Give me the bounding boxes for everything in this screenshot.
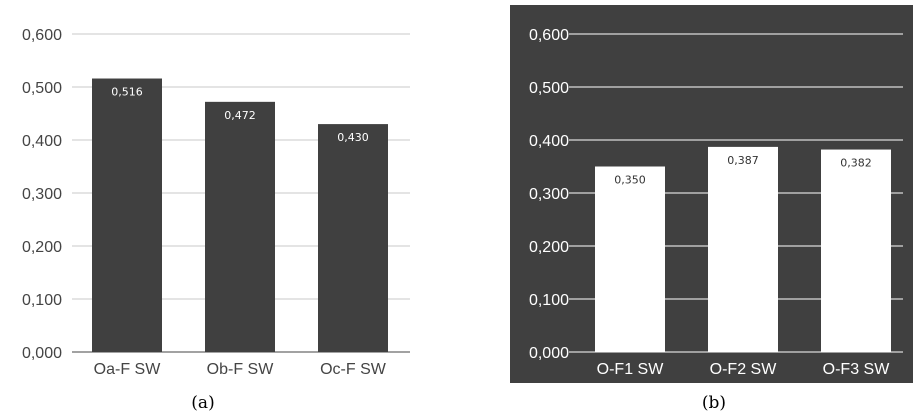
x-category-label: Oc-F SW bbox=[320, 361, 387, 378]
x-category-label: O-F2 SW bbox=[710, 361, 778, 378]
caption-a: (a) bbox=[191, 393, 214, 413]
y-tick-label: 0,500 bbox=[22, 80, 62, 97]
data-label: 0,350 bbox=[614, 174, 646, 187]
caption-b: (b) bbox=[702, 393, 726, 413]
x-category-label: Ob-F SW bbox=[207, 361, 275, 378]
y-tick-label: 0,600 bbox=[529, 27, 569, 44]
y-tick-label: 0,500 bbox=[529, 80, 569, 97]
y-tick-label: 0,200 bbox=[529, 239, 569, 256]
data-label: 0,472 bbox=[224, 109, 256, 122]
y-tick-label: 0,300 bbox=[529, 186, 569, 203]
data-label: 0,516 bbox=[111, 86, 143, 99]
x-category-label: Oa-F SW bbox=[94, 361, 162, 378]
bar-oc-f-sw bbox=[318, 124, 388, 352]
y-tick-label: 0,400 bbox=[22, 133, 62, 150]
y-tick-label: 0,100 bbox=[529, 292, 569, 309]
data-label: 0,382 bbox=[840, 157, 872, 170]
y-tick-label: 0,100 bbox=[22, 292, 62, 309]
y-tick-label: 0,200 bbox=[22, 239, 62, 256]
bar-o-f2-sw bbox=[708, 146, 778, 352]
x-category-label: O-F1 SW bbox=[597, 361, 665, 378]
y-tick-label: 0,400 bbox=[529, 133, 569, 150]
y-tick-label: 0,000 bbox=[529, 345, 569, 362]
y-tick-label: 0,000 bbox=[22, 345, 62, 362]
x-category-label: O-F3 SW bbox=[823, 361, 891, 378]
chart-panel-b: 0,000 0,100 0,200 0,300 0,400 0,500 0,600 0,350… bbox=[510, 5, 913, 383]
bar-ob-f-sw bbox=[205, 101, 275, 352]
y-tick-label: 0,600 bbox=[22, 27, 62, 44]
data-label: 0,430 bbox=[337, 131, 369, 144]
bar-o-f1-sw bbox=[595, 166, 665, 352]
bar-oa-f-sw bbox=[92, 78, 162, 353]
data-label: 0,387 bbox=[727, 154, 759, 167]
bar-o-f3-sw bbox=[821, 149, 891, 352]
y-tick-label: 0,300 bbox=[22, 186, 62, 203]
chart-panel-a: 0,000 0,100 0,200 0,300 0,400 0,500 0,600 0,516… bbox=[22, 27, 410, 378]
